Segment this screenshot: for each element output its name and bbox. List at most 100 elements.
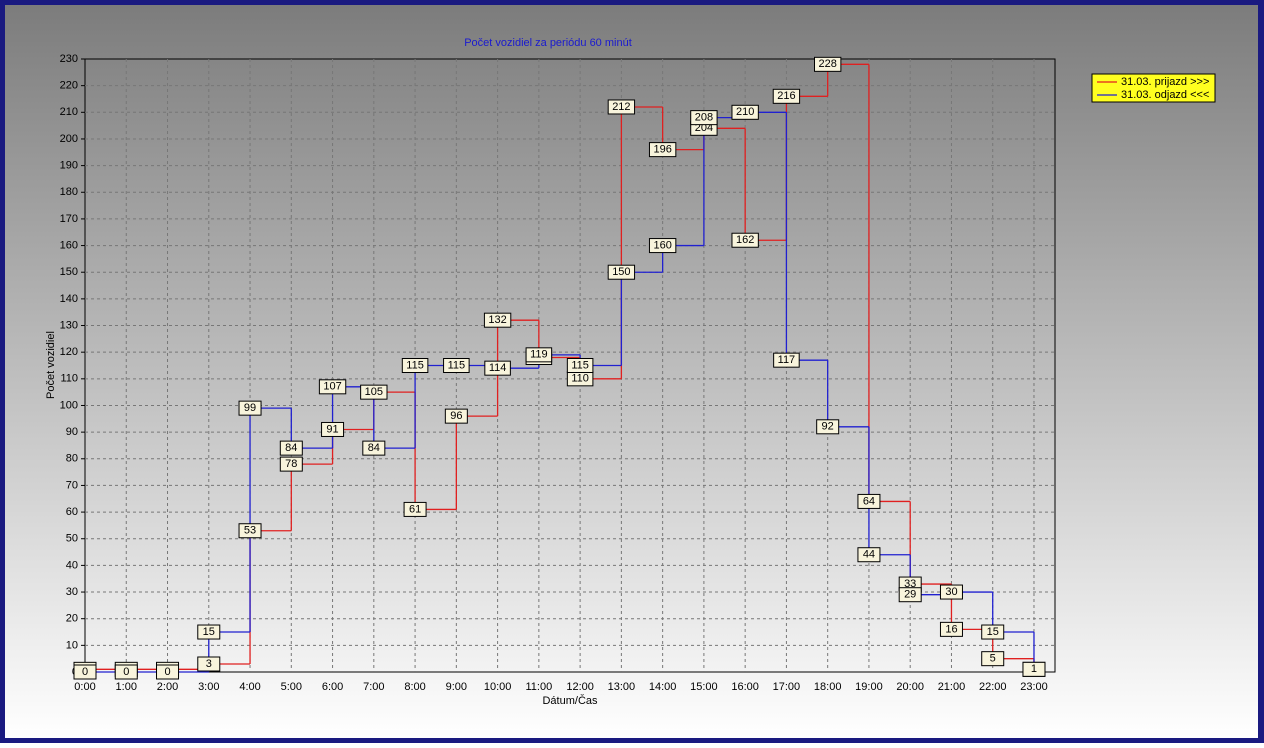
value-label-text: 115 (406, 359, 424, 371)
value-label-text: 110 (571, 373, 589, 385)
value-label-text: 44 (863, 549, 875, 561)
value-label-box (401, 358, 429, 373)
y-axis-label: Počet vozidiel (45, 331, 57, 399)
y-tick-label: 10 (66, 639, 78, 651)
value-label-box (648, 142, 677, 158)
x-tick-label: 19:00 (855, 681, 883, 693)
value-label-box (525, 347, 553, 363)
value-label-text: 78 (285, 458, 297, 470)
value-label-text: 16 (945, 623, 957, 635)
y-tick-label: 170 (60, 213, 78, 225)
value-label-box (238, 400, 262, 416)
value-label: 1 (1022, 661, 1046, 677)
value-label-text: 117 (778, 354, 796, 366)
value-label-text: 105 (365, 386, 383, 398)
x-tick-label: 23:00 (1020, 681, 1048, 693)
y-tick-label: 200 (60, 133, 78, 145)
value-label: 160 (648, 238, 677, 254)
x-tick-label: 0:00 (74, 681, 95, 693)
value-label: 0 (156, 664, 180, 680)
value-label-box (403, 501, 427, 517)
y-tick-label: 70 (66, 479, 78, 491)
value-label: 44 (857, 547, 881, 563)
value-label: 53 (238, 523, 262, 539)
value-label: 196 (648, 142, 677, 158)
value-label: 61 (403, 501, 427, 517)
value-label-text: 0 (164, 666, 170, 678)
y-tick-label: 120 (60, 346, 78, 358)
y-tick-label: 220 (60, 80, 78, 92)
background (5, 5, 1258, 738)
value-label: 105 (360, 384, 388, 400)
y-tick-label: 210 (60, 106, 78, 118)
value-label-text: 212 (612, 101, 630, 113)
y-tick-label: 100 (60, 399, 78, 411)
y-tick-label: 160 (60, 239, 78, 251)
y-tick-label: 150 (60, 266, 78, 278)
value-label-text: 92 (822, 421, 834, 433)
value-label-text: 196 (653, 144, 671, 156)
x-tick-label: 16:00 (731, 681, 759, 693)
value-label-text: 91 (326, 423, 338, 435)
value-label-box (279, 456, 303, 472)
value-label: 0 (73, 664, 97, 680)
x-tick-label: 12:00 (566, 681, 594, 693)
x-tick-label: 22:00 (979, 681, 1007, 693)
value-label: 5 (981, 651, 1005, 667)
x-tick-label: 17:00 (773, 681, 801, 693)
value-label-box (773, 352, 800, 368)
y-tick-label: 30 (66, 586, 78, 598)
value-label-text: 228 (819, 58, 837, 70)
legend: 31.03. prijazd >>>31.03. odjazd <<< (1091, 73, 1216, 103)
chart-title: Počet vozidiel za periódu 60 minút (464, 37, 632, 49)
value-label-text: 115 (571, 359, 589, 371)
legend-label: 31.03. prijazd >>> (1121, 76, 1209, 88)
value-label: 107 (318, 379, 347, 395)
value-label-box (360, 384, 388, 400)
value-label-text: 30 (945, 586, 957, 598)
x-tick-label: 18:00 (814, 681, 842, 693)
value-label: 132 (483, 312, 512, 328)
value-label-box (197, 656, 221, 672)
value-label-text: 99 (244, 402, 256, 414)
value-label-text: 107 (323, 381, 341, 393)
value-label-text: 3 (206, 658, 212, 670)
y-tick-label: 140 (60, 293, 78, 305)
value-label: 30 (939, 584, 963, 600)
value-label-text: 114 (489, 362, 507, 374)
value-label: 114 (484, 360, 511, 376)
legend-label: 31.03. odjazd <<< (1121, 89, 1209, 101)
value-label-text: 208 (695, 112, 713, 124)
value-label-text: 162 (736, 234, 754, 246)
value-label-text: 0 (82, 666, 88, 678)
x-tick-label: 8:00 (404, 681, 425, 693)
value-label: 216 (772, 88, 801, 104)
value-label: 119 (525, 347, 553, 363)
value-label-box (566, 358, 594, 373)
value-label: 15 (197, 624, 221, 640)
value-label: 84 (279, 440, 303, 456)
value-label: 115 (443, 358, 470, 373)
value-label-text: 84 (368, 442, 380, 454)
y-tick-label: 40 (66, 559, 78, 571)
value-label: 162 (731, 232, 759, 248)
value-label: 64 (857, 493, 881, 509)
value-label-text: 64 (863, 495, 875, 507)
value-label-box (981, 624, 1005, 640)
x-tick-label: 3:00 (198, 681, 219, 693)
value-label: 115 (401, 358, 429, 373)
y-tick-label: 20 (66, 613, 78, 625)
value-label-text: 61 (409, 503, 421, 515)
legend-box (1091, 73, 1216, 103)
value-label-box (156, 664, 180, 680)
plot-area (84, 58, 1056, 673)
value-label-box (981, 651, 1005, 667)
value-label-box (857, 547, 881, 563)
y-tick-label: 80 (66, 453, 78, 465)
value-label: 16 (939, 621, 963, 637)
x-tick-label: 6:00 (322, 681, 343, 693)
value-label-text: 33 (904, 578, 916, 590)
value-label-box (607, 264, 636, 280)
